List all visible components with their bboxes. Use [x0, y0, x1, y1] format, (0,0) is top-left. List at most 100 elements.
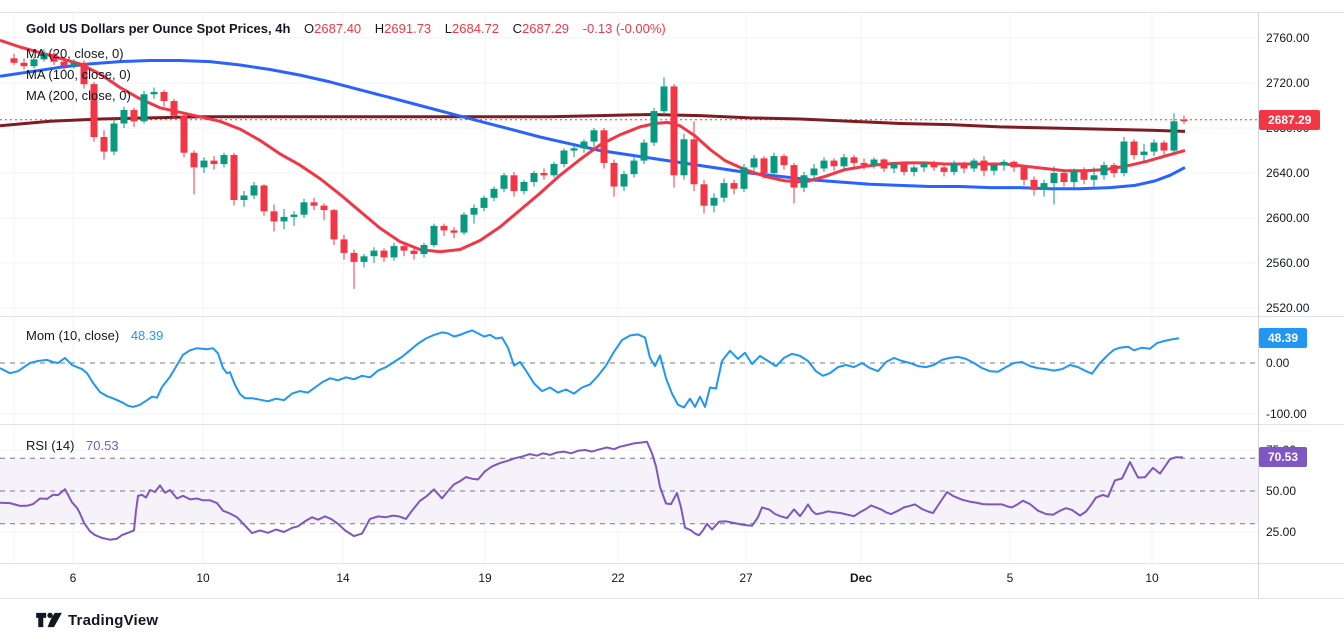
candle [740, 167, 748, 189]
candle [70, 62, 78, 67]
candle [410, 250, 418, 254]
candle [880, 159, 888, 169]
ma20-line [0, 38, 1186, 254]
legend-ma100[interactable]: MA (100, close, 0) [26, 67, 131, 82]
chart-top-border [0, 12, 1344, 13]
candle [110, 123, 118, 152]
time-tick-10: 10 [1145, 571, 1159, 585]
candle [540, 173, 548, 176]
candle [600, 130, 608, 163]
candle [230, 155, 238, 200]
pane-separator-momentum-rsi[interactable] [0, 424, 1344, 425]
candle [40, 53, 48, 60]
price-axis-border [1258, 12, 1259, 598]
change-value: -0.13 (-0.00%) [582, 21, 666, 36]
chart-bottom-border [0, 598, 1344, 599]
legend-ma200[interactable]: MA (200, close, 0) [26, 88, 131, 103]
candle [910, 167, 918, 172]
candle [210, 160, 218, 164]
candle [920, 164, 928, 168]
candle [970, 160, 978, 169]
candle [660, 86, 668, 112]
candle [20, 62, 28, 67]
high-value: 2691.73 [384, 21, 432, 36]
candle [60, 61, 68, 67]
candle [1080, 170, 1088, 180]
candle [520, 182, 528, 191]
momentum-line [0, 329, 1180, 409]
candle [580, 141, 588, 149]
candle [270, 211, 278, 222]
candle [200, 160, 208, 168]
candle [100, 137, 108, 152]
high-label: H [374, 21, 385, 36]
candle [220, 155, 228, 164]
symbol-legend[interactable]: Gold US Dollars per Ounce Spot Prices, 4… [26, 21, 666, 37]
candle [770, 156, 778, 173]
candle [140, 94, 148, 122]
candle [10, 58, 18, 63]
candle [1030, 179, 1038, 190]
candle [670, 86, 678, 176]
tradingview-logo-text: TradingView [68, 611, 159, 629]
close-label: C [512, 21, 523, 36]
candle [260, 185, 268, 212]
candle [830, 160, 838, 167]
candle [650, 111, 658, 143]
time-tick-5: 5 [1006, 571, 1014, 585]
legend-ma20[interactable]: MA (20, close, 0) [26, 46, 124, 61]
time-axis-separator [0, 563, 1344, 564]
time-tick-19: 19 [478, 571, 492, 585]
candle [240, 195, 248, 200]
candle [30, 59, 38, 67]
candle [590, 130, 598, 142]
tradingview-logo[interactable]: TradingView [36, 610, 158, 630]
candle [1110, 165, 1118, 173]
momentum-tick: 0.00 [1266, 356, 1290, 370]
candle [980, 160, 988, 171]
candle [1140, 151, 1148, 155]
candle [530, 173, 538, 182]
candle [610, 162, 618, 187]
time-tick-10: 10 [196, 571, 210, 585]
ma100-line [0, 59, 1186, 191]
time-tick-Dec: Dec [849, 571, 873, 585]
candle [1180, 119, 1188, 122]
candle [430, 225, 438, 245]
candle [170, 101, 178, 116]
candle [700, 184, 708, 206]
candle [310, 202, 318, 206]
candle [400, 246, 408, 251]
candle [250, 185, 258, 196]
candle [900, 164, 908, 172]
candle [640, 142, 648, 161]
candle [850, 157, 858, 163]
candle [750, 158, 758, 168]
candle [370, 250, 378, 257]
candle [510, 175, 518, 192]
pane-separator-price-momentum[interactable] [0, 316, 1344, 317]
candle [1000, 161, 1008, 166]
candle [120, 110, 128, 124]
candle [460, 214, 468, 233]
candle [810, 168, 818, 176]
close-value: 2687.29 [522, 21, 570, 36]
candle [500, 175, 508, 189]
rsi-value-badge: 70.53 [1259, 447, 1308, 468]
time-tick-27: 27 [739, 571, 753, 585]
candle [820, 160, 828, 169]
candle [950, 162, 958, 172]
candle [620, 174, 628, 187]
candle [470, 207, 478, 215]
candle [440, 225, 448, 231]
legend-momentum[interactable]: Mom (10, close) 48.39 [26, 328, 163, 344]
candle [730, 183, 738, 189]
legend-rsi[interactable]: RSI (14) 70.53 [26, 438, 119, 454]
candle [690, 139, 698, 185]
candle [150, 92, 158, 95]
symbol-title[interactable]: Gold US Dollars per Ounce Spot Prices, 4… [26, 21, 291, 36]
candle [860, 162, 868, 166]
candle [490, 188, 498, 198]
candle [720, 183, 728, 198]
